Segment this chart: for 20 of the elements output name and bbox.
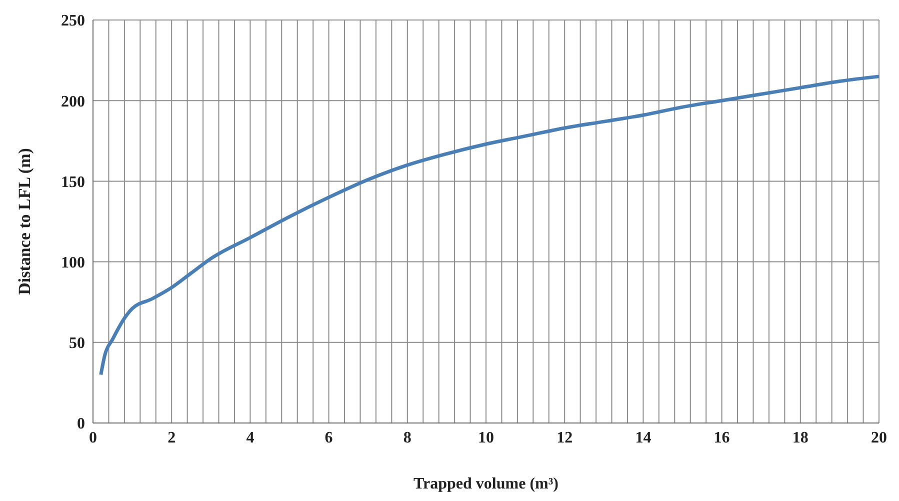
x-tick-label: 14: [635, 429, 652, 446]
x-axis-title: Trapped volume (m³): [414, 475, 558, 492]
y-tick-label: 200: [61, 93, 85, 110]
y-tick-label: 0: [77, 416, 85, 433]
x-tick-label: 20: [871, 429, 887, 446]
x-tick-label: 12: [556, 429, 573, 446]
x-tick-label: 4: [246, 429, 254, 446]
x-tick-label: 6: [324, 429, 333, 446]
y-tick-label: 50: [69, 335, 85, 352]
y-tick-label: 150: [61, 174, 85, 191]
x-tick-label: 18: [792, 429, 808, 446]
y-tick-label: 100: [61, 254, 85, 272]
y-axis-title: Distance to LFL (m): [15, 148, 34, 295]
x-tick-label: 8: [403, 429, 412, 446]
line-series: [99, 74, 879, 376]
y-tick-label: 250: [61, 12, 85, 30]
x-tick-label: 0: [89, 429, 97, 446]
x-tick-label: 16: [714, 429, 730, 446]
x-tick-label: 2: [168, 429, 176, 446]
x-tick-label: 10: [478, 429, 494, 446]
